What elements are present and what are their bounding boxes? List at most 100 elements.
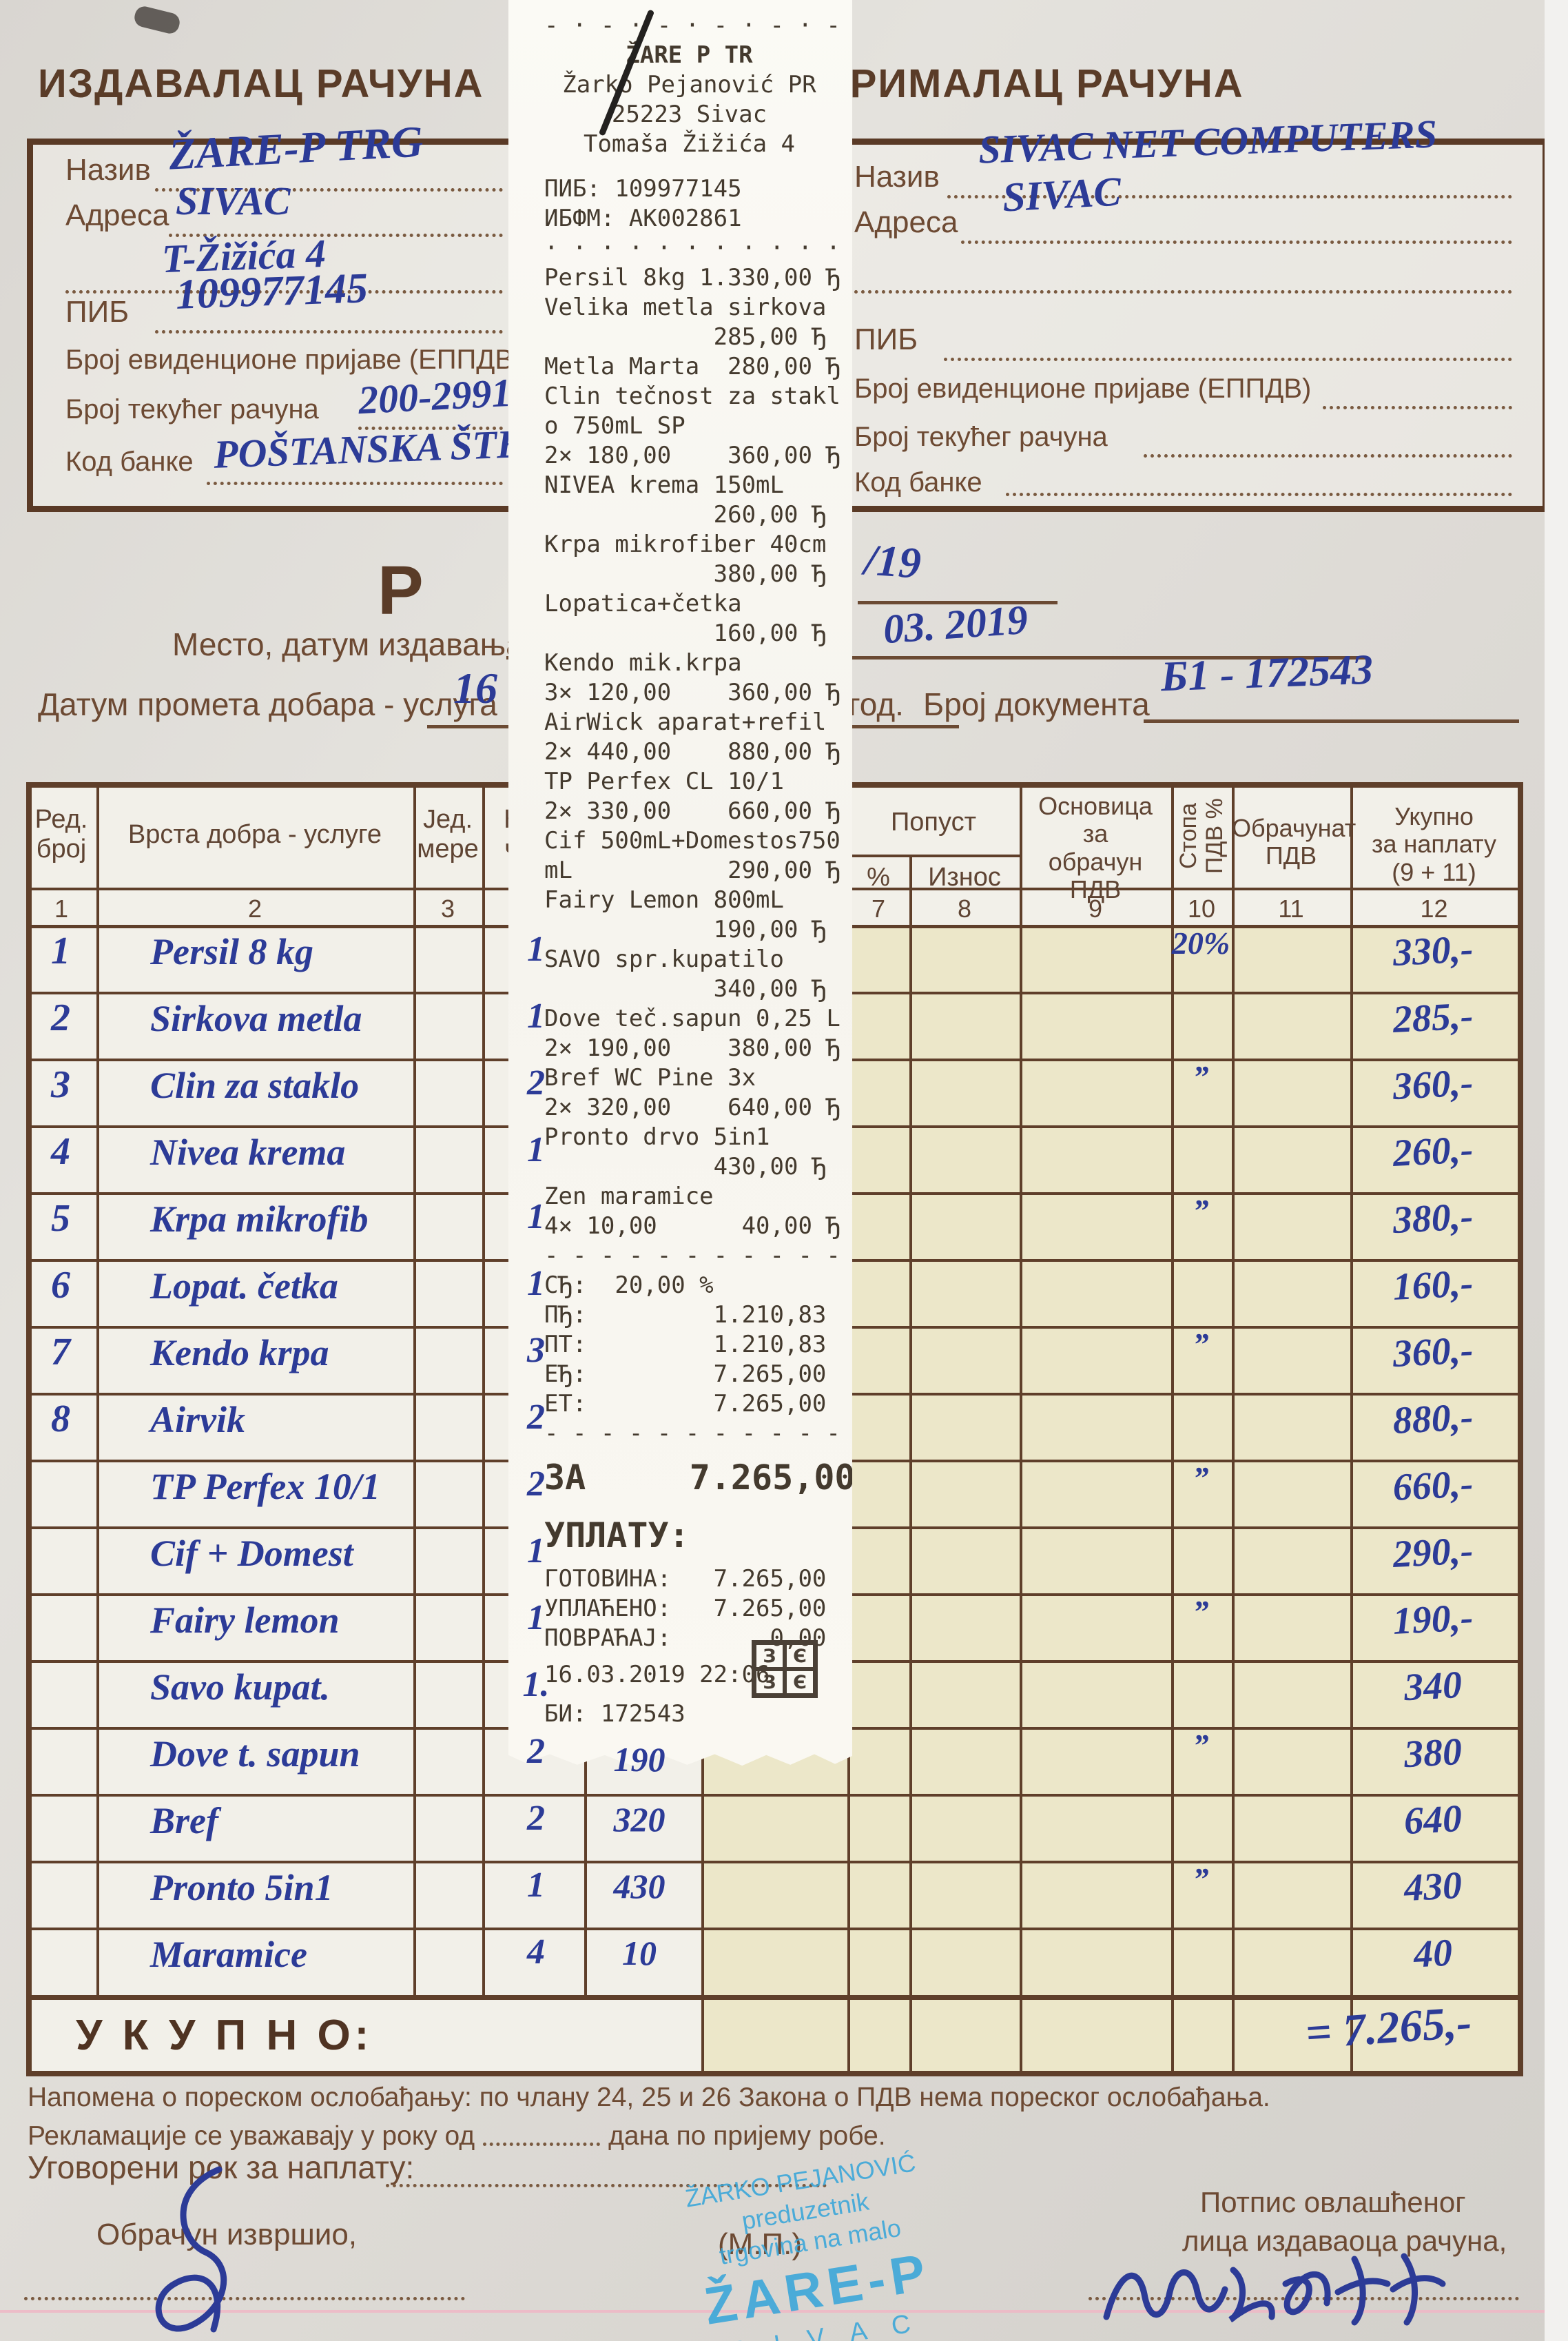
issuer-banka-label: Код банке bbox=[65, 447, 194, 477]
row-price: 10 bbox=[622, 1934, 657, 1972]
issuer-naziv-label: Назив bbox=[65, 153, 151, 187]
row-qty: 3 bbox=[527, 1331, 545, 1370]
fiscal-glyph: Є bbox=[785, 1669, 815, 1695]
row-item: Pronto 5in1 bbox=[150, 1867, 333, 1908]
recipient-adresa-value: SIVAC bbox=[1001, 168, 1122, 221]
table-row: 1 Persil 8 kg 1 20% 330,- bbox=[26, 925, 1523, 992]
row-price: 430 bbox=[613, 1867, 666, 1905]
header-stopa: Стопа ПДВ % bbox=[1175, 798, 1228, 874]
table-row: 3 Clin za staklo 2 ” 360,- bbox=[26, 1059, 1523, 1125]
recipient-box bbox=[819, 139, 1549, 512]
col-line bbox=[909, 855, 912, 2076]
row-vat: ” bbox=[1193, 1861, 1209, 1897]
row-num: 4 bbox=[51, 1130, 70, 1173]
row-item: Persil 8 kg bbox=[150, 931, 313, 972]
recipient-tekuci-label: Број текућег рачуна bbox=[854, 422, 1108, 452]
recipient-adresa-line bbox=[961, 240, 1512, 244]
row-item: Dove t. sapun bbox=[150, 1733, 360, 1775]
row-total: 40 bbox=[1412, 1931, 1454, 1976]
receipt-bi-number: БИ: 172543 bbox=[544, 1700, 685, 1728]
issuer-tekuci-line bbox=[358, 426, 503, 430]
header-osnovica: Основица за обрачун ПДВ bbox=[1038, 792, 1153, 903]
row-item: Savo kupat. bbox=[150, 1666, 331, 1708]
row-qty: 1 bbox=[527, 1130, 545, 1169]
receipt-owner: Žarko Pejanović PR bbox=[562, 71, 816, 99]
popust-divider bbox=[847, 855, 1020, 857]
row-vat: ” bbox=[1193, 1059, 1209, 1094]
row-item: Lopat. četka bbox=[150, 1265, 338, 1307]
table-row: Savo kupat. 1. 340 bbox=[26, 1660, 1523, 1727]
col-line bbox=[413, 782, 416, 1995]
mesto-datum-line bbox=[506, 656, 1368, 660]
issuer-naziv-line bbox=[155, 187, 503, 192]
row-item: Cif + Domest bbox=[150, 1533, 353, 1574]
issuer-adresa-line bbox=[169, 233, 503, 237]
note-complaints: Рекламације се уважавају у року од дана … bbox=[28, 2121, 886, 2151]
row-item: Nivea krema bbox=[150, 1132, 346, 1173]
table-row: 6 Lopat. četka 1 160,- bbox=[26, 1259, 1523, 1326]
row-qty: 1 bbox=[527, 1598, 545, 1637]
row-total: 430 bbox=[1403, 1863, 1463, 1910]
company-stamp: ŽARKO PEJANOVIĆ preduzetnik trgovina na … bbox=[635, 2139, 991, 2341]
receipt-total-label: ЗА УПЛАТУ: bbox=[544, 1458, 690, 1555]
recipient-section-title: ПРИМАЛАЦ РАЧУНА bbox=[820, 61, 1244, 106]
table-right-border bbox=[1518, 782, 1523, 2076]
col-number: 11 bbox=[1278, 895, 1304, 923]
note-tax-exemption: Напомена о пореском ослобађању: по члану… bbox=[28, 2083, 1270, 2112]
col-number: 8 bbox=[957, 895, 972, 923]
row-line bbox=[26, 1794, 1523, 1797]
table-row: Pronto 5in1 1 430 ” 430 bbox=[26, 1861, 1523, 1928]
recipient-pib-line bbox=[944, 357, 1512, 361]
table-row: TP Perfex 10/1 2 ” 660,- bbox=[26, 1460, 1523, 1526]
row-total: 340 bbox=[1403, 1663, 1463, 1710]
receipt-datetime: 16.03.2019 22:06 bbox=[544, 1661, 770, 1688]
col-number: 2 bbox=[247, 895, 262, 923]
receipt-top-dashes: - · - · - · - · - · - · - bbox=[544, 12, 897, 39]
row-total: 360,- bbox=[1392, 1061, 1474, 1109]
row-vat: ” bbox=[1193, 1193, 1209, 1228]
recipient-adresa-label: Адреса bbox=[854, 205, 958, 239]
issuer-pib-line bbox=[155, 329, 503, 334]
row-num: 7 bbox=[51, 1331, 70, 1373]
issuer-adresa-label: Адреса bbox=[65, 198, 169, 232]
issuer-tekuci-label: Број текућег рачуна bbox=[65, 394, 319, 425]
col-line bbox=[1232, 782, 1235, 2076]
header-red-broj: Ред. број bbox=[34, 805, 88, 863]
invoice-title-fragment: Р bbox=[378, 552, 424, 629]
row-qty: 1. bbox=[522, 1665, 550, 1704]
row-total: 285,- bbox=[1392, 994, 1474, 1042]
row-vat: ” bbox=[1193, 1327, 1209, 1362]
row-total: 380 bbox=[1403, 1730, 1463, 1777]
signature-left bbox=[155, 2166, 227, 2333]
row-num: 3 bbox=[51, 1063, 70, 1106]
note-complaints-b: дана по пријему робе. bbox=[608, 2121, 886, 2151]
row-qty: 1 bbox=[527, 1197, 545, 1236]
stamp-place-label: (М.П.) bbox=[718, 2227, 803, 2261]
row-vat: ” bbox=[1193, 1728, 1209, 1763]
row-qty: 1 bbox=[527, 1531, 545, 1571]
table-row: Maramice 4 10 40 bbox=[26, 1928, 1523, 1994]
mesto-datum-value: 03. 2019 bbox=[881, 596, 1030, 653]
header-vrsta: Врста добра - услуге bbox=[127, 820, 382, 849]
col-number: 7 bbox=[871, 895, 886, 923]
table-row: Fairy lemon 1 ” 190,- bbox=[26, 1593, 1523, 1660]
col-line bbox=[1350, 782, 1353, 2076]
invoice-number-line bbox=[858, 601, 1058, 604]
table-row: Bref 2 320 640 bbox=[26, 1794, 1523, 1861]
col-line bbox=[1171, 782, 1174, 2076]
row-qty: 2 bbox=[527, 1063, 545, 1103]
recipient-tekuci-line bbox=[1144, 453, 1512, 458]
col-line bbox=[1020, 782, 1022, 2076]
fiscal-receipt: - · - · - · - · - · - · - ŽARE P TR Žark… bbox=[508, 0, 897, 1766]
row-qty: 1 bbox=[527, 1264, 545, 1303]
receipt-items: Persil 8kg 1.330,00 Ђ Velika metla sirko… bbox=[544, 264, 840, 1447]
row-item: Fairy lemon bbox=[150, 1599, 340, 1641]
recipient-banka-line bbox=[1006, 492, 1512, 496]
header-popust: Попуст bbox=[890, 808, 976, 837]
row-line bbox=[26, 1928, 1523, 1930]
authorized-signature-label2: лица издаваоца рачуна, bbox=[1182, 2225, 1507, 2257]
col-line bbox=[482, 782, 485, 1995]
table-row: 4 Nivea krema 1 260,- bbox=[26, 1125, 1523, 1192]
invoice-number-suffix: /19 bbox=[863, 535, 923, 588]
row-total: 380,- bbox=[1392, 1194, 1474, 1243]
